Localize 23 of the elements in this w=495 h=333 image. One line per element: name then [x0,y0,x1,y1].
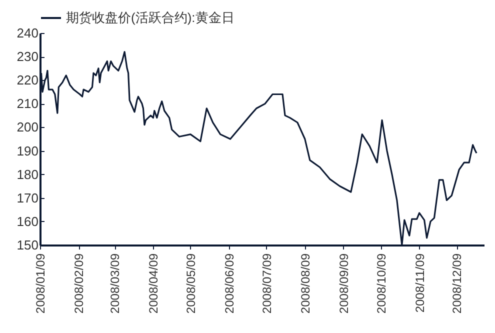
x-tick-label: 2008/12/09 [450,253,464,314]
legend-label: 期货收盘价(活跃合约):黄金日 [66,10,234,25]
y-tick-label: 240 [16,26,38,40]
x-tick-label: 2008/10/09 [374,253,388,314]
y-tick-label: 210 [16,96,38,112]
x-tick-label: 2008/06/09 [222,253,237,314]
y-tick-label: 170 [16,190,38,206]
x-tick-label: 2008/11/09 [412,253,427,313]
y-tick-label: 160 [16,214,38,229]
x-tick-label: 2008/04/09 [146,253,161,314]
x-tick-label: 2008/09/09 [336,253,351,314]
y-tick-label: 220 [16,72,38,88]
y-tick-label: 180 [16,166,38,182]
x-tick-label: 2008/05/09 [184,253,198,314]
y-tick-label: 230 [16,49,38,64]
y-tick-label: 150 [16,238,38,252]
x-tick-label: 2008/07/09 [260,253,274,314]
y-tick-label: 200 [16,120,38,135]
x-tick-label: 2008/01/09 [34,253,48,314]
y-tick-label: 190 [16,143,38,158]
x-tick-label: 2008/03/09 [108,253,122,314]
x-tick-label: 2008/02/09 [72,253,86,314]
x-tick-label: 2008/08/09 [298,253,312,314]
